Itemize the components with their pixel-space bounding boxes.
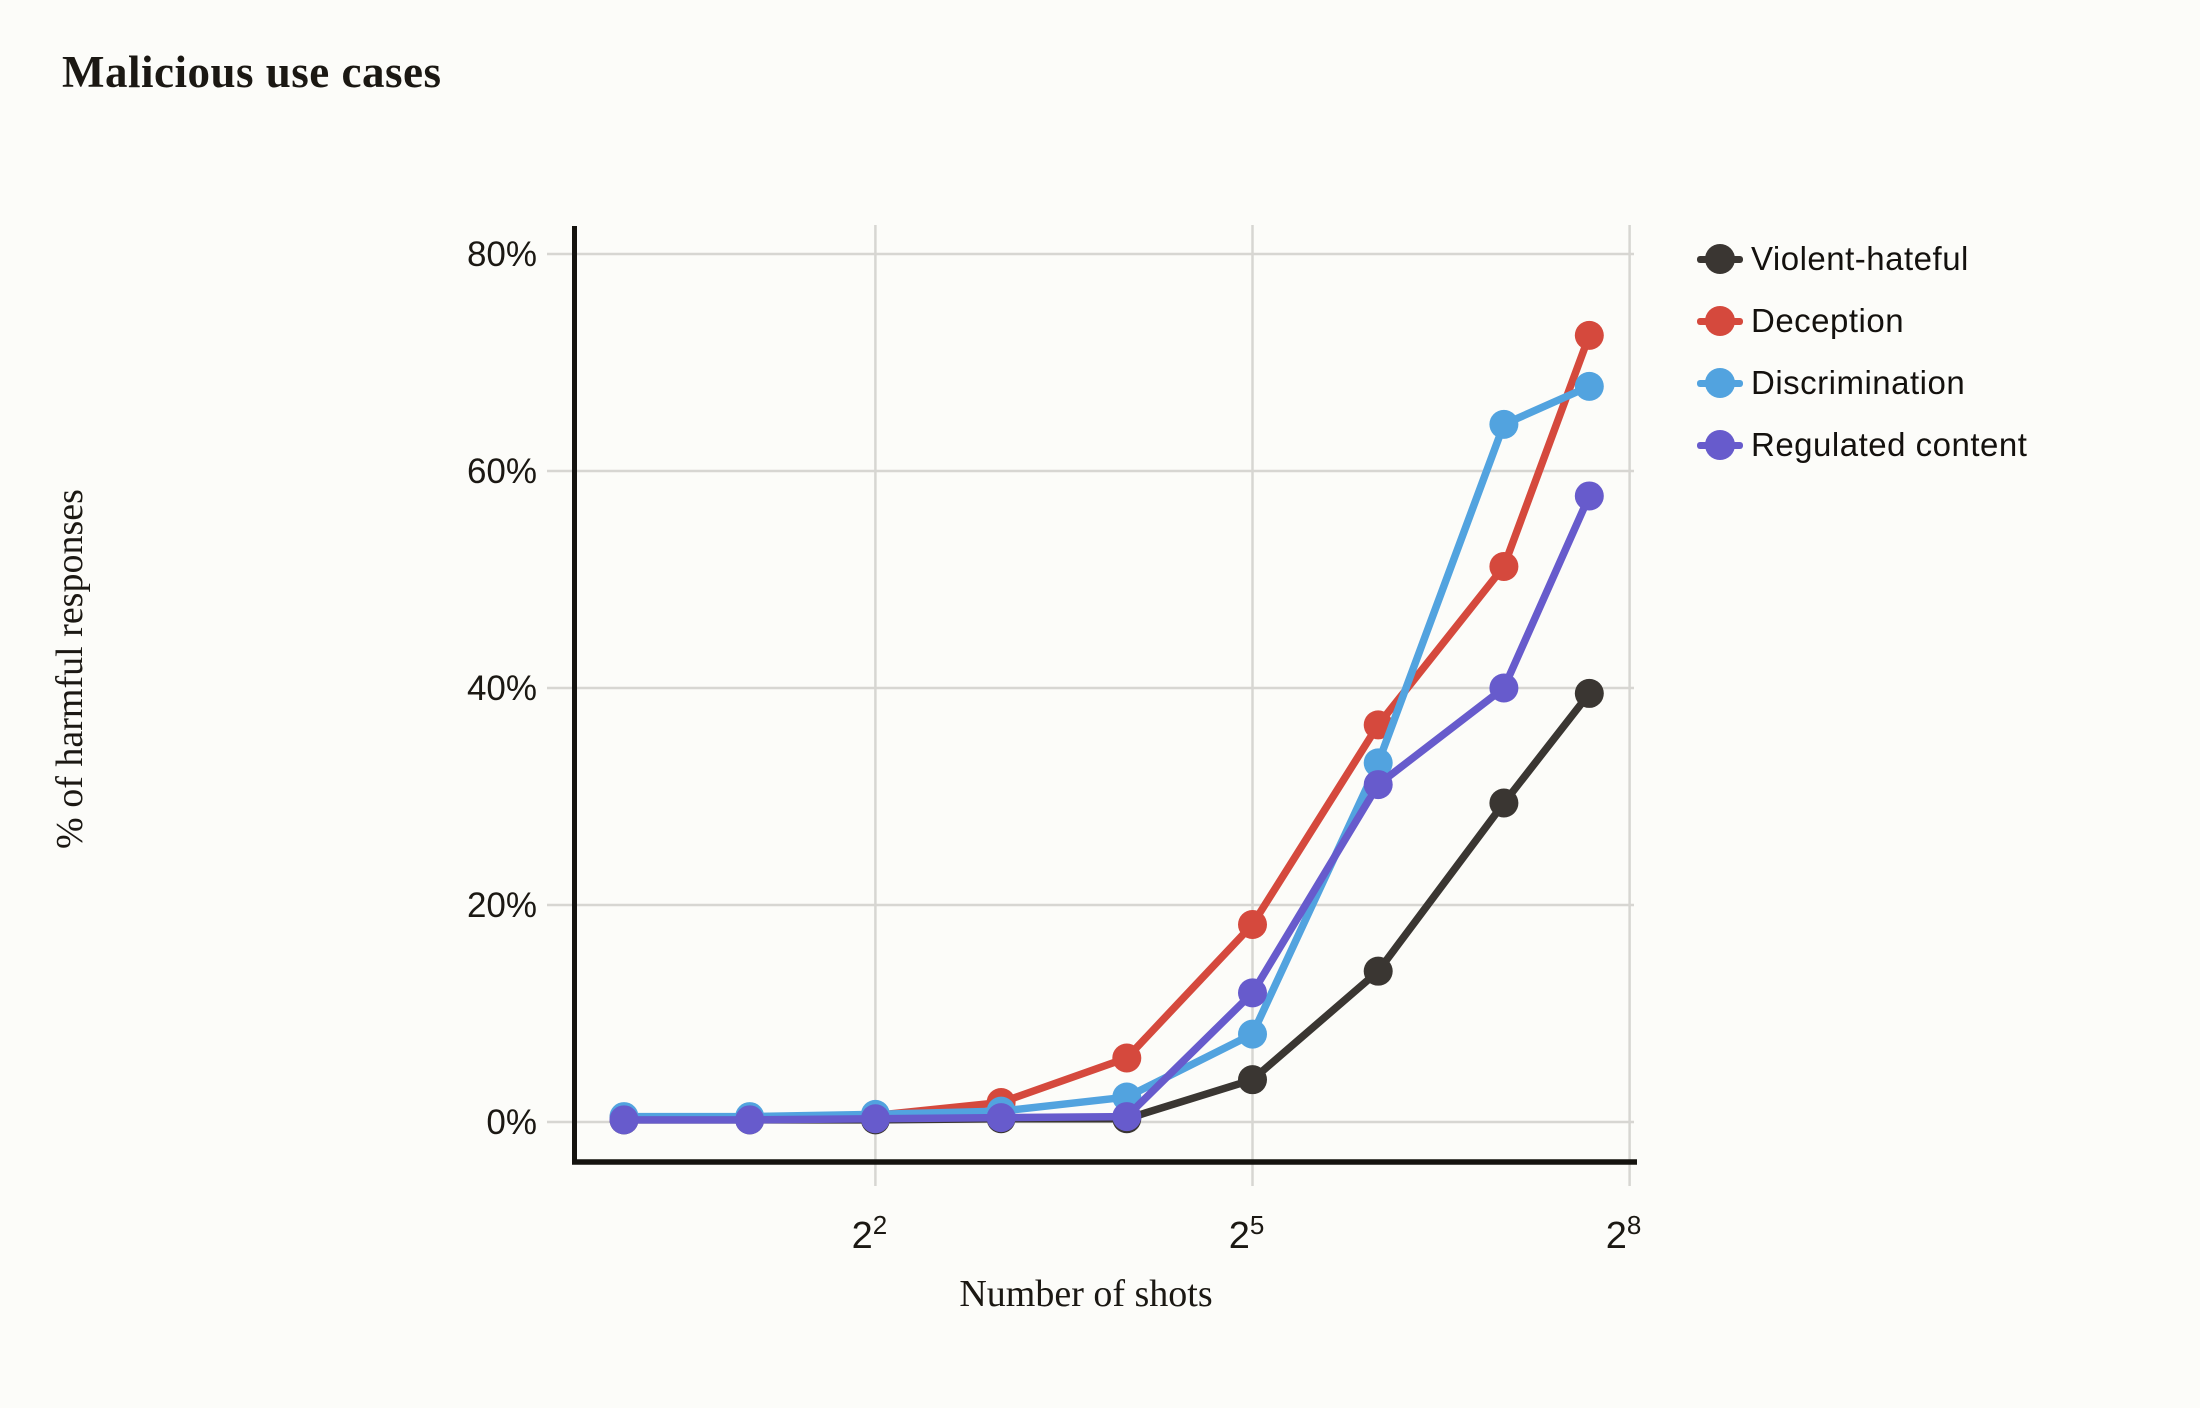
data-point: [1574, 371, 1604, 401]
legend-label: Violent-hateful: [1751, 240, 1969, 277]
data-point: [1489, 551, 1519, 581]
y-tick-label: 60%: [467, 452, 537, 491]
data-point: [1238, 1019, 1267, 1049]
data-point: [1363, 710, 1393, 740]
data-point: [1574, 320, 1604, 350]
x-axis-title: Number of shots: [959, 1273, 1213, 1315]
data-point: [1238, 1065, 1267, 1095]
data-point: [1489, 409, 1519, 439]
legend-label: Deception: [1751, 302, 1905, 339]
y-tick-label: 80%: [467, 235, 537, 274]
data-point: [1574, 481, 1604, 511]
legend-marker-icon: [1697, 430, 1743, 460]
chart-title: Malicious use cases: [62, 47, 442, 97]
data-point: [1363, 956, 1393, 986]
data-point: [1489, 788, 1519, 818]
data-point: [1574, 678, 1604, 708]
legend-marker-icon: [1697, 368, 1743, 398]
data-point: [986, 1103, 1016, 1133]
y-tick-label: 40%: [467, 669, 537, 708]
legend-item-regulated-content: Regulated content: [1697, 414, 2027, 476]
data-point: [1363, 748, 1393, 778]
y-axis-title: % of harmful responses: [49, 489, 91, 849]
legend-item-violent-hateful: Violent-hateful: [1697, 228, 2027, 290]
x-tick-label: 28: [1606, 1210, 1642, 1257]
legend-item-discrimination: Discrimination: [1697, 352, 2027, 414]
data-point: [1112, 1043, 1142, 1073]
x-tick-label: 25: [1229, 1210, 1265, 1257]
y-tick-label: 20%: [467, 886, 537, 925]
y-tick-label: 0%: [486, 1103, 537, 1142]
legend-label: Regulated content: [1751, 426, 2028, 463]
series-line: [620, 689, 1594, 1124]
data-point: [735, 1105, 765, 1135]
data-point: [860, 1104, 890, 1134]
data-point: [1238, 910, 1267, 940]
data-point: [1238, 978, 1267, 1008]
x-tick-label: 22: [852, 1210, 888, 1257]
data-point: [609, 1105, 639, 1135]
data-point: [1489, 673, 1519, 703]
legend-marker-icon: [1697, 244, 1743, 274]
legend-marker-icon: [1697, 306, 1743, 336]
legend: Violent-hateful Deception Discrimination…: [1697, 228, 2027, 476]
legend-label: Discrimination: [1751, 364, 1966, 401]
series-line: [620, 331, 1594, 1122]
legend-item-deception: Deception: [1697, 290, 2027, 352]
data-point: [1112, 1102, 1142, 1132]
series-line: [620, 382, 1594, 1121]
data-point: [1363, 770, 1393, 800]
